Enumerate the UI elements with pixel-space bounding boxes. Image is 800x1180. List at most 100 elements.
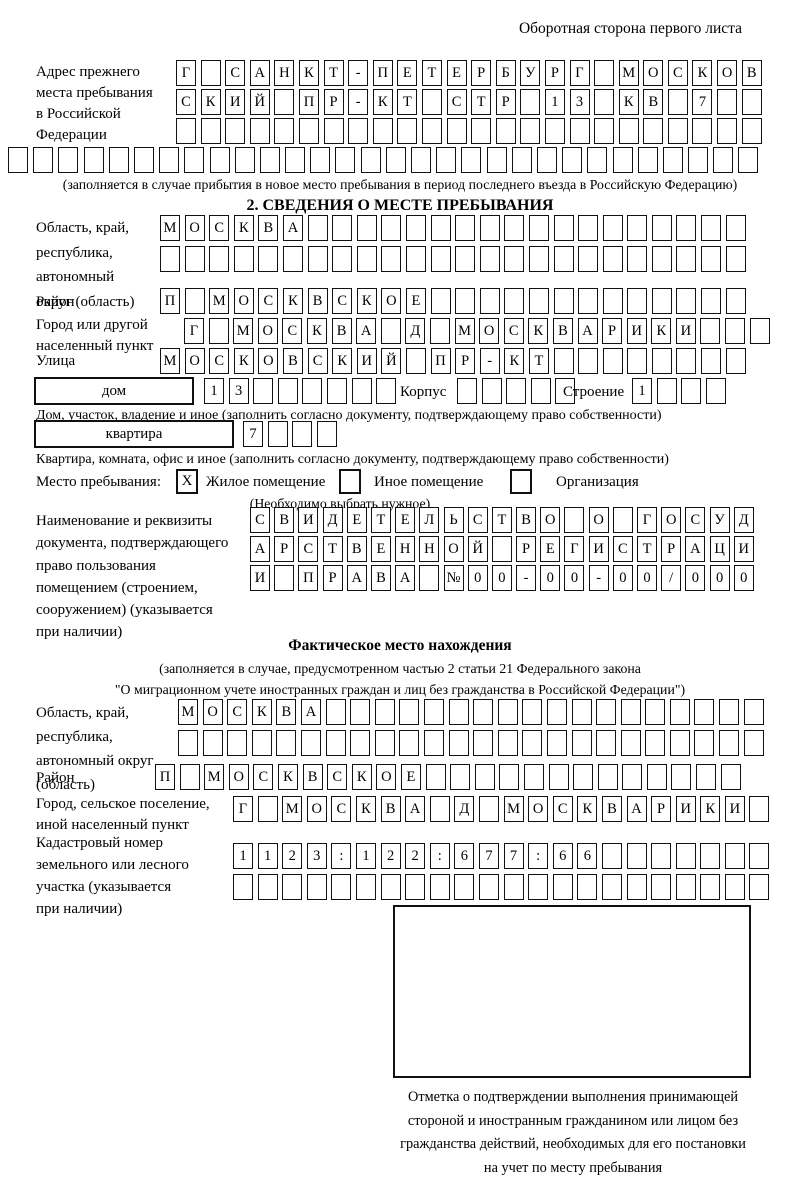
char-cell[interactable] <box>446 118 467 144</box>
char-cell[interactable]: П <box>430 348 451 374</box>
char-cell[interactable]: П <box>298 89 319 115</box>
char-cell[interactable]: К <box>577 796 598 822</box>
char-cell[interactable] <box>656 378 677 404</box>
char-cell[interactable] <box>448 699 469 725</box>
char-cell[interactable] <box>749 796 770 822</box>
char-cell[interactable]: О <box>717 60 738 86</box>
char-cell[interactable] <box>372 118 393 144</box>
char-cell[interactable] <box>602 215 623 241</box>
char-cell[interactable] <box>602 246 623 272</box>
char-cell[interactable]: 0 <box>467 565 488 591</box>
char-cell[interactable] <box>385 147 406 173</box>
char-cell[interactable] <box>33 147 54 173</box>
char-cell[interactable] <box>405 348 426 374</box>
char-cell[interactable]: 0 <box>685 565 706 591</box>
char-cell[interactable]: Е <box>370 536 391 562</box>
char-cell[interactable] <box>587 147 608 173</box>
char-cell[interactable]: Д <box>405 318 426 344</box>
char-cell[interactable]: К <box>282 288 303 314</box>
char-cell[interactable]: П <box>298 565 319 591</box>
char-cell[interactable] <box>662 147 683 173</box>
char-cell[interactable]: У <box>520 60 541 86</box>
char-cell[interactable]: М <box>282 796 303 822</box>
char-cell[interactable] <box>397 118 418 144</box>
char-cell[interactable]: И <box>675 318 696 344</box>
char-cell[interactable] <box>627 288 648 314</box>
char-cell[interactable] <box>374 730 395 756</box>
char-cell[interactable]: А <box>346 565 367 591</box>
char-cell[interactable] <box>749 843 770 869</box>
char-cell[interactable] <box>626 843 647 869</box>
char-cell[interactable]: Е <box>405 288 426 314</box>
char-cell[interactable]: О <box>643 60 664 86</box>
char-cell[interactable] <box>637 147 658 173</box>
char-cell[interactable]: К <box>233 215 254 241</box>
char-cell[interactable]: Р <box>274 536 295 562</box>
char-cell[interactable] <box>253 378 274 404</box>
char-cell[interactable] <box>725 348 746 374</box>
char-cell[interactable]: Р <box>495 89 516 115</box>
char-cell[interactable] <box>332 246 353 272</box>
char-cell[interactable]: Ц <box>709 536 730 562</box>
char-cell[interactable] <box>601 843 622 869</box>
char-cell[interactable] <box>179 764 200 790</box>
char-cell[interactable] <box>267 421 288 447</box>
char-cell[interactable]: Н <box>274 60 295 86</box>
char-cell[interactable] <box>202 730 223 756</box>
char-cell[interactable]: О <box>202 699 223 725</box>
char-cell[interactable] <box>316 421 337 447</box>
char-cell[interactable] <box>725 215 746 241</box>
char-cell[interactable] <box>612 147 633 173</box>
char-cell[interactable]: С <box>209 348 230 374</box>
char-cell[interactable] <box>701 215 722 241</box>
char-cell[interactable] <box>356 215 377 241</box>
char-cell[interactable] <box>274 565 295 591</box>
char-cell[interactable] <box>478 874 499 900</box>
char-cell[interactable]: В <box>741 60 762 86</box>
char-cell[interactable]: № <box>443 565 464 591</box>
char-cell[interactable] <box>405 874 426 900</box>
char-cell[interactable] <box>285 147 306 173</box>
char-cell[interactable] <box>274 89 295 115</box>
char-cell[interactable] <box>292 421 313 447</box>
char-cell[interactable] <box>681 378 702 404</box>
char-cell[interactable] <box>743 699 764 725</box>
char-cell[interactable]: Т <box>637 536 657 562</box>
char-cell[interactable] <box>705 378 726 404</box>
checkbox-organizaciya[interactable] <box>510 469 532 494</box>
char-cell[interactable] <box>282 246 303 272</box>
char-cell[interactable]: А <box>395 565 416 591</box>
char-cell[interactable]: К <box>251 699 272 725</box>
char-cell[interactable] <box>478 796 499 822</box>
char-cell[interactable] <box>548 764 569 790</box>
char-cell[interactable] <box>701 246 722 272</box>
char-cell[interactable] <box>159 147 180 173</box>
char-cell[interactable]: С <box>552 796 573 822</box>
char-cell[interactable]: В <box>307 288 328 314</box>
char-cell[interactable]: 0 <box>612 565 633 591</box>
char-cell[interactable]: О <box>233 288 254 314</box>
char-cell[interactable] <box>594 118 615 144</box>
char-cell[interactable] <box>597 764 618 790</box>
char-cell[interactable]: С <box>467 507 488 533</box>
char-cell[interactable]: Г <box>637 507 657 533</box>
char-cell[interactable]: С <box>327 764 348 790</box>
char-cell[interactable] <box>423 730 444 756</box>
char-cell[interactable] <box>720 764 741 790</box>
char-cell[interactable]: О <box>258 348 279 374</box>
char-cell[interactable]: Р <box>323 89 344 115</box>
char-cell[interactable] <box>421 89 442 115</box>
char-cell[interactable] <box>651 843 672 869</box>
char-cell[interactable] <box>675 843 696 869</box>
char-cell[interactable]: К <box>355 796 376 822</box>
char-cell[interactable] <box>669 699 690 725</box>
char-cell[interactable] <box>701 288 722 314</box>
char-cell[interactable] <box>643 118 664 144</box>
char-cell[interactable] <box>481 378 502 404</box>
char-cell[interactable] <box>429 318 450 344</box>
char-cell[interactable] <box>602 348 623 374</box>
char-cell[interactable]: Н <box>419 536 440 562</box>
char-cell[interactable]: В <box>276 699 297 725</box>
char-cell[interactable]: 2 <box>282 843 303 869</box>
char-cell[interactable]: И <box>626 318 647 344</box>
